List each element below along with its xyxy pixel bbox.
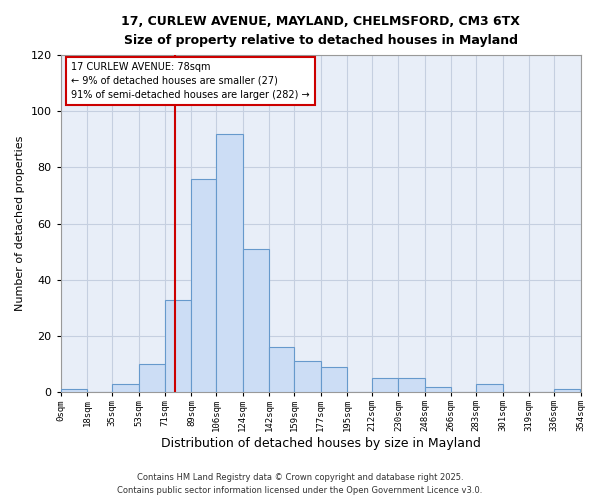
Bar [112,384,139,392]
Bar [139,364,165,392]
Bar [269,348,294,392]
Bar [554,390,580,392]
Bar [476,384,503,392]
Bar [320,367,347,392]
X-axis label: Distribution of detached houses by size in Mayland: Distribution of detached houses by size … [161,437,481,450]
Bar [398,378,425,392]
Bar [294,362,320,392]
Bar [165,300,191,392]
Y-axis label: Number of detached properties: Number of detached properties [15,136,25,312]
Bar [372,378,398,392]
Bar [217,134,243,392]
Bar [191,178,217,392]
Text: Contains HM Land Registry data © Crown copyright and database right 2025.
Contai: Contains HM Land Registry data © Crown c… [118,474,482,495]
Bar [243,249,269,392]
Bar [425,386,451,392]
Text: 17 CURLEW AVENUE: 78sqm
← 9% of detached houses are smaller (27)
91% of semi-det: 17 CURLEW AVENUE: 78sqm ← 9% of detached… [71,62,310,100]
Bar [61,390,87,392]
Title: 17, CURLEW AVENUE, MAYLAND, CHELMSFORD, CM3 6TX
Size of property relative to det: 17, CURLEW AVENUE, MAYLAND, CHELMSFORD, … [121,15,520,47]
